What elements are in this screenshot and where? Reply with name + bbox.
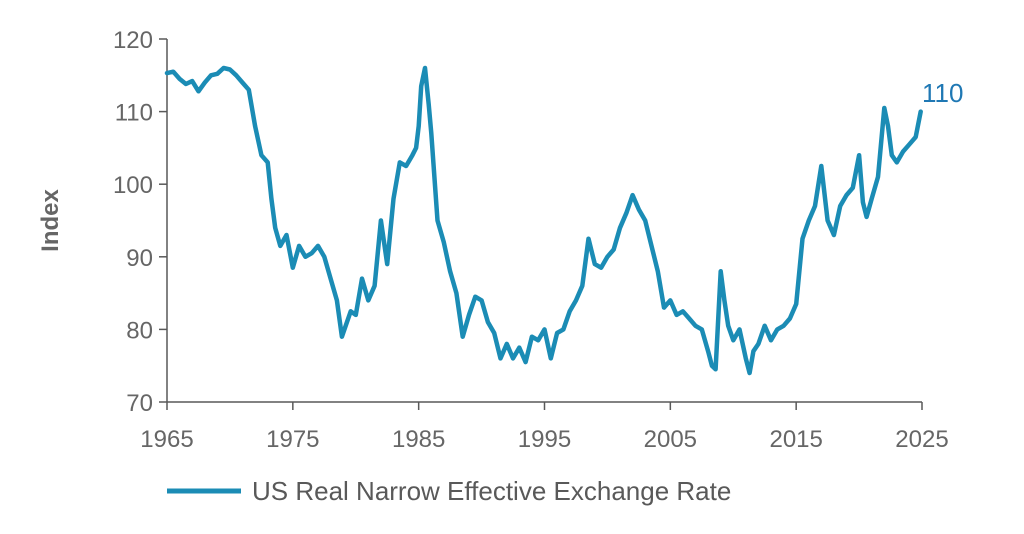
series-line: [164, 65, 923, 376]
y-tick-label: 100: [113, 172, 153, 199]
x-tick-label: 1965: [140, 426, 193, 453]
legend-label: US Real Narrow Effective Exchange Rate: [252, 476, 731, 506]
y-tick-label: 120: [113, 27, 153, 54]
x-tick-label: 2005: [644, 426, 697, 453]
x-tick-label: 2015: [769, 426, 822, 453]
x-tick-label: 1975: [266, 426, 319, 453]
y-tick-label: 90: [126, 245, 153, 272]
end-value-label: 110: [922, 78, 963, 108]
y-axis-ticks: 70 80 90 100 110 120: [113, 27, 167, 417]
legend: US Real Narrow Effective Exchange Rate: [167, 476, 731, 506]
x-axis-ticks: 1965 1975 1985 1995 2005 2015 2025: [140, 402, 949, 453]
x-tick-label: 1985: [392, 426, 445, 453]
y-tick-label: 70: [126, 390, 153, 417]
x-tick-label: 1995: [518, 426, 571, 453]
y-tick-label: 80: [126, 317, 153, 344]
x-tick-label: 2025: [895, 426, 948, 453]
y-tick-label: 110: [115, 100, 153, 127]
y-axis-title: Index: [37, 189, 64, 252]
